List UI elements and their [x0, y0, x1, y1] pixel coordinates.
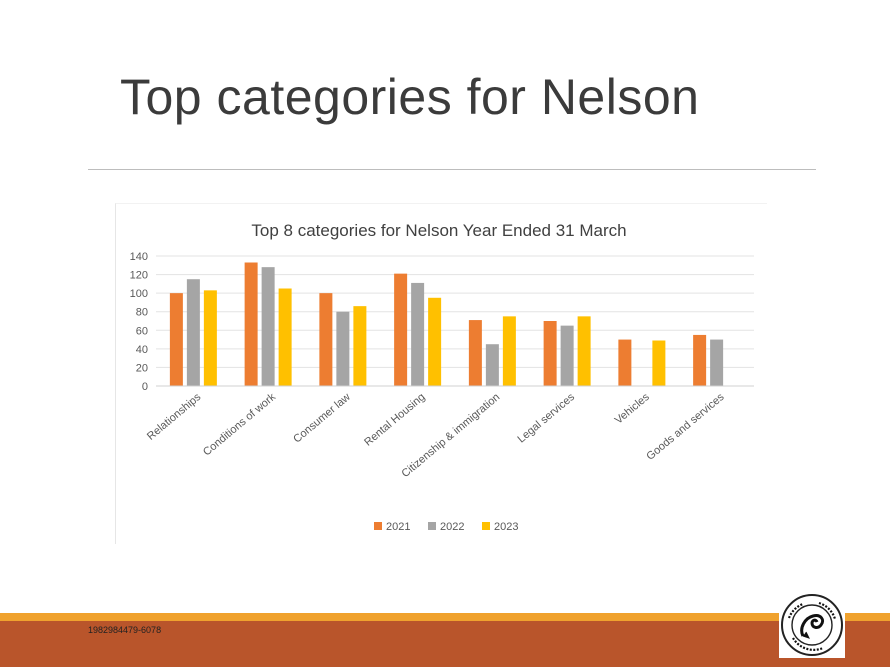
y-axis-ticks: 0 20 40 60 80 100 120 140 — [130, 251, 148, 393]
legend-swatch-2021 — [374, 522, 382, 530]
bar-2023 — [577, 316, 591, 386]
x-tick-label: Conditions of work — [201, 391, 278, 459]
chart-frame: Top 8 categories for Nelson Year Ended 3… — [115, 203, 767, 544]
title-divider — [88, 169, 816, 170]
bar-2021 — [468, 320, 482, 386]
footer-band-accent — [0, 613, 890, 621]
x-tick-label: Relationships — [145, 391, 204, 443]
legend-label: 2021 — [386, 521, 410, 533]
y-tick-label: 20 — [136, 362, 148, 374]
y-tick-label: 120 — [130, 270, 148, 282]
x-tick-label: Goods and services — [644, 391, 727, 463]
bar-2023 — [203, 290, 217, 386]
y-tick-label: 40 — [136, 344, 148, 356]
bar-2022 — [710, 339, 724, 386]
x-tick-label: Consumer law — [291, 391, 353, 445]
bar-2022 — [261, 267, 275, 386]
bar-2022 — [336, 311, 350, 386]
y-tick-label: 60 — [136, 325, 148, 337]
legend: 2021 2022 2023 — [374, 521, 518, 533]
citizens-advice-bureau-seal — [779, 592, 845, 658]
x-tick-label: Rental Housing — [362, 391, 427, 449]
bar-2023 — [353, 306, 367, 386]
legend-label: 2023 — [494, 521, 518, 533]
y-tick-label: 140 — [130, 251, 148, 263]
legend-label: 2022 — [440, 521, 464, 533]
chart-title: Top 8 categories for Nelson Year Ended 3… — [251, 221, 626, 240]
y-tick-label: 100 — [130, 288, 148, 300]
x-tick-label: Vehicles — [613, 391, 652, 427]
bar-2021 — [169, 293, 183, 386]
bar-2021 — [693, 334, 707, 386]
bar-2021 — [319, 293, 333, 386]
y-tick-label: 80 — [136, 307, 148, 319]
bar-2023 — [502, 316, 516, 386]
bar-2023 — [428, 297, 442, 386]
y-tick-label: 0 — [142, 381, 148, 393]
bar-2021 — [394, 273, 408, 386]
bar-2023 — [278, 288, 292, 386]
bar-2022 — [411, 282, 425, 386]
legend-swatch-2022 — [428, 522, 436, 530]
bar-2022 — [560, 325, 574, 386]
footer-band — [0, 621, 890, 667]
bar-2021 — [618, 339, 632, 386]
bar-2021 — [244, 262, 258, 386]
bar-2023 — [652, 340, 666, 386]
slide-title: Top categories for Nelson — [120, 69, 700, 125]
bar-2022 — [186, 279, 200, 386]
bars — [169, 262, 724, 386]
slide-code: 1982984479-6078 — [88, 625, 162, 635]
bar-chart: Top 8 categories for Nelson Year Ended 3… — [130, 221, 754, 533]
legend-swatch-2023 — [482, 522, 490, 530]
bar-2021 — [543, 321, 557, 386]
bar-2022 — [485, 344, 499, 386]
x-tick-label: Legal services — [515, 391, 577, 446]
